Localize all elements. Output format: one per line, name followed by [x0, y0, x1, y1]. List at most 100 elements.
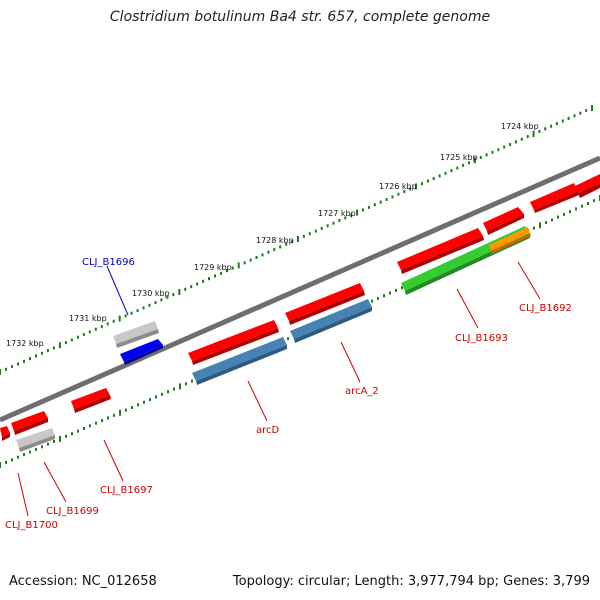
forward-genes — [0, 174, 600, 441]
gene-feature[interactable] — [192, 337, 287, 381]
gene-feature[interactable] — [16, 428, 55, 448]
gene-feature[interactable] — [124, 345, 163, 365]
gene-feature[interactable] — [401, 236, 484, 274]
minor-tick — [53, 440, 55, 443]
minor-tick — [76, 335, 79, 339]
gene-feature[interactable] — [120, 339, 163, 362]
minor-tick — [184, 287, 187, 291]
minor-tick — [148, 303, 151, 307]
gene-feature[interactable] — [534, 191, 579, 213]
minor-tick — [569, 210, 571, 214]
accession-text: Accession: NC_012658 — [9, 574, 157, 589]
gene-feature[interactable] — [11, 411, 48, 431]
minor-tick — [219, 271, 222, 275]
gene-feature[interactable] — [71, 388, 110, 409]
gene-feature[interactable] — [483, 207, 524, 231]
genome-title: Clostridium botulinum Ba4 str. 657, comp… — [109, 9, 491, 25]
minor-tick — [573, 114, 576, 118]
gene-label: CLJ_B1697 — [100, 485, 153, 496]
gene-feature[interactable] — [487, 214, 524, 235]
minor-tick — [29, 357, 31, 361]
major-tick — [0, 369, 1, 375]
minor-tick — [585, 109, 588, 113]
minor-tick — [509, 143, 512, 146]
minor-tick — [421, 182, 423, 186]
major-tick — [539, 222, 541, 229]
gene-feature[interactable] — [196, 345, 287, 385]
major-tick — [532, 131, 535, 137]
minor-tick — [468, 161, 470, 165]
gene-feature[interactable] — [113, 321, 158, 344]
minor-tick — [383, 294, 385, 298]
minor-tick — [503, 145, 506, 149]
minor-tick — [497, 148, 500, 152]
gene-feature[interactable] — [116, 329, 159, 348]
gene-feature[interactable] — [188, 320, 278, 361]
gene-feature[interactable] — [397, 228, 483, 270]
kbp-label: 1730 kbp — [132, 289, 170, 298]
minor-tick — [243, 261, 246, 265]
minor-tick — [395, 288, 397, 292]
minor-tick — [491, 150, 494, 154]
minor-tick — [479, 156, 482, 159]
minor-tick — [287, 337, 289, 341]
gene-feature[interactable] — [290, 299, 372, 339]
gene-feature[interactable] — [489, 227, 530, 251]
minor-tick — [107, 416, 109, 420]
minor-tick — [385, 198, 388, 201]
minor-tick — [551, 218, 553, 222]
major-tick — [415, 183, 418, 190]
gene-feature[interactable] — [2, 433, 10, 441]
minor-tick — [285, 242, 288, 246]
gene-feature[interactable] — [575, 174, 600, 193]
minor-tick — [161, 392, 163, 396]
major-tick — [297, 236, 299, 242]
minor-tick — [338, 219, 341, 222]
minor-tick — [389, 291, 391, 295]
minor-tick — [131, 406, 133, 409]
gene-feature[interactable] — [192, 328, 279, 365]
minor-tick — [231, 266, 234, 270]
minor-tick — [520, 137, 523, 141]
minor-tick — [249, 258, 252, 262]
gene-feature[interactable] — [285, 283, 364, 321]
minor-tick — [279, 245, 282, 249]
minor-tick — [579, 111, 582, 115]
minor-tick — [255, 256, 258, 259]
gene-feature[interactable] — [294, 307, 372, 343]
minor-tick — [95, 421, 97, 425]
minor-tick — [113, 413, 115, 417]
minor-tick — [29, 450, 31, 454]
kbp-label: 1729 kbp — [194, 263, 232, 272]
major-tick — [473, 157, 476, 164]
minor-tick — [409, 187, 412, 191]
major-tick — [178, 289, 181, 295]
minor-tick — [550, 124, 553, 128]
gene-feature[interactable] — [530, 183, 578, 210]
minor-tick — [136, 309, 139, 313]
minor-tick — [35, 447, 37, 451]
minor-tick — [167, 390, 169, 394]
gene-feature[interactable] — [19, 435, 55, 452]
major-tick — [356, 209, 359, 216]
minor-tick — [155, 395, 157, 399]
minor-tick — [77, 429, 79, 433]
minor-tick — [462, 163, 465, 167]
kbp-label: 1728 kbp — [256, 236, 294, 245]
gene-feature[interactable] — [491, 233, 531, 254]
minor-tick — [438, 174, 441, 178]
gene-feature[interactable] — [289, 291, 365, 325]
minor-tick — [593, 199, 595, 203]
gene-feature[interactable] — [578, 183, 600, 198]
minor-tick — [350, 213, 353, 217]
gene-feature[interactable] — [14, 418, 48, 435]
leader-line — [517, 261, 541, 300]
gene-feature[interactable] — [74, 395, 111, 413]
minor-tick — [545, 221, 547, 225]
minor-tick — [160, 298, 163, 302]
leader-line — [106, 265, 129, 316]
gene-label: arcD — [256, 425, 280, 436]
minor-tick — [143, 400, 145, 404]
minor-tick — [581, 204, 583, 208]
gene-label: CLJ_B1699 — [46, 506, 99, 517]
